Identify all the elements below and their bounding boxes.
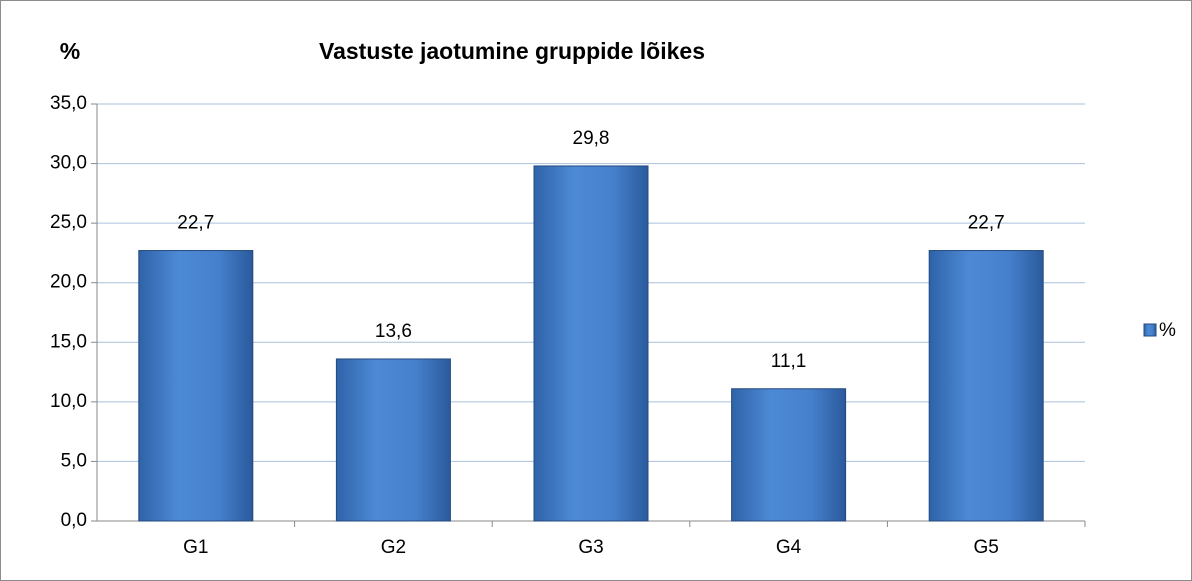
y-tick-label: 20,0: [50, 272, 87, 293]
bar: [533, 165, 649, 522]
legend-label: %: [1159, 320, 1176, 341]
y-axis-label: %: [60, 38, 80, 64]
value-label: 13,6: [375, 321, 412, 342]
value-label: 29,8: [573, 128, 610, 149]
x-tick-label: G2: [381, 537, 406, 558]
bar: [731, 388, 847, 522]
value-label: 22,7: [177, 213, 214, 234]
bar: [928, 250, 1044, 522]
y-tick-label: 15,0: [50, 331, 87, 352]
value-label: 11,1: [771, 351, 807, 372]
x-tick-label: G3: [578, 537, 603, 558]
y-tick-label: 5,0: [61, 450, 87, 471]
bar: [335, 358, 451, 522]
bar: [138, 250, 254, 522]
value-label: 22,7: [968, 213, 1005, 234]
y-tick-label: 30,0: [50, 153, 87, 174]
y-tick-label: 10,0: [50, 391, 87, 412]
y-tick-label: 0,0: [61, 510, 87, 531]
x-tick-label: G1: [183, 537, 208, 558]
x-tick-label: G4: [776, 537, 802, 558]
legend-swatch: [1143, 323, 1157, 337]
x-tick-label: G5: [974, 537, 999, 558]
y-tick-label: 35,0: [50, 93, 87, 114]
y-tick-label: 25,0: [50, 212, 87, 233]
chart-title: Vastuste jaotumine gruppide lõikes: [319, 38, 705, 64]
